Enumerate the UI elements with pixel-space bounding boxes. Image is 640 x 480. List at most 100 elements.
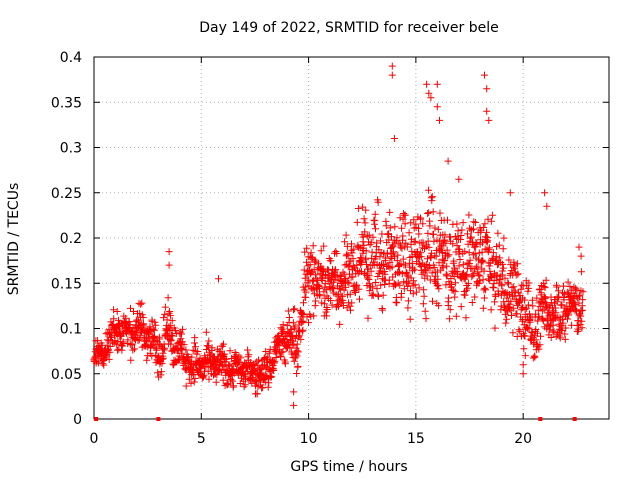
data-point bbox=[404, 273, 412, 281]
data-point bbox=[244, 346, 252, 354]
data-point bbox=[555, 287, 562, 295]
data-point bbox=[579, 288, 587, 296]
data-point bbox=[299, 326, 307, 334]
data-point bbox=[409, 290, 417, 298]
data-point bbox=[216, 347, 224, 355]
data-point bbox=[398, 270, 406, 278]
data-point bbox=[136, 331, 144, 339]
data-point bbox=[560, 282, 567, 290]
data-point bbox=[262, 348, 270, 355]
data-point bbox=[125, 318, 133, 326]
data-point bbox=[347, 306, 354, 314]
data-point bbox=[369, 283, 377, 291]
data-point bbox=[396, 281, 404, 289]
data-point bbox=[279, 348, 287, 356]
data-point bbox=[148, 352, 156, 360]
zero-point-marker bbox=[572, 417, 577, 421]
data-point bbox=[129, 346, 137, 354]
data-point bbox=[344, 263, 352, 271]
data-point bbox=[529, 302, 537, 310]
data-point bbox=[483, 228, 491, 236]
data-point bbox=[323, 306, 331, 313]
data-point bbox=[494, 229, 502, 237]
data-point bbox=[364, 314, 372, 322]
data-point bbox=[443, 272, 451, 280]
data-point bbox=[303, 258, 310, 266]
data-point bbox=[542, 276, 550, 284]
data-point bbox=[556, 322, 564, 330]
data-point bbox=[369, 233, 377, 241]
data-point bbox=[453, 220, 461, 228]
data-point bbox=[428, 193, 436, 201]
data-point bbox=[509, 304, 517, 312]
data-point bbox=[223, 355, 231, 363]
x-tick-label: 0 bbox=[90, 431, 99, 447]
data-point bbox=[307, 249, 315, 257]
data-point bbox=[553, 283, 561, 291]
data-point bbox=[577, 268, 585, 276]
data-point bbox=[106, 343, 114, 350]
data-point bbox=[473, 240, 481, 248]
data-point bbox=[374, 198, 382, 206]
data-point bbox=[525, 324, 533, 332]
data-point bbox=[306, 261, 314, 269]
data-point bbox=[464, 284, 472, 292]
data-point bbox=[431, 224, 439, 232]
data-point bbox=[327, 257, 335, 265]
data-point bbox=[486, 267, 494, 275]
data-point bbox=[335, 302, 342, 310]
data-point bbox=[113, 308, 121, 315]
data-point bbox=[220, 340, 227, 348]
data-point bbox=[325, 266, 333, 274]
data-point bbox=[460, 275, 468, 282]
data-point bbox=[322, 271, 330, 278]
data-point bbox=[491, 298, 499, 306]
data-point bbox=[367, 267, 375, 275]
data-point bbox=[411, 281, 419, 289]
data-point bbox=[265, 379, 273, 387]
data-point bbox=[480, 267, 488, 275]
data-point bbox=[143, 356, 151, 364]
data-point bbox=[366, 287, 374, 295]
data-point bbox=[157, 368, 165, 376]
data-point bbox=[180, 341, 188, 349]
data-point bbox=[531, 353, 539, 361]
data-point bbox=[513, 260, 521, 268]
data-point bbox=[267, 373, 275, 381]
data-point bbox=[398, 224, 406, 232]
data-point bbox=[343, 242, 351, 250]
data-point bbox=[373, 285, 381, 293]
data-point bbox=[564, 278, 572, 286]
data-point bbox=[496, 254, 504, 262]
data-point bbox=[425, 243, 433, 251]
data-point bbox=[505, 280, 512, 288]
data-point bbox=[426, 222, 434, 230]
data-point bbox=[342, 283, 350, 291]
data-point bbox=[487, 306, 495, 314]
data-point bbox=[454, 227, 462, 235]
data-point bbox=[424, 210, 432, 217]
data-point bbox=[149, 325, 157, 333]
data-point bbox=[489, 249, 497, 257]
data-point bbox=[538, 307, 546, 315]
data-point bbox=[528, 328, 536, 336]
data-point bbox=[354, 269, 362, 277]
data-point bbox=[353, 218, 361, 226]
data-point bbox=[294, 348, 302, 356]
data-point bbox=[399, 232, 407, 240]
data-point bbox=[265, 349, 273, 357]
data-point bbox=[365, 280, 373, 288]
data-point bbox=[535, 313, 543, 321]
y-tick-label: 0.2 bbox=[60, 231, 82, 247]
data-point bbox=[548, 299, 556, 307]
data-point bbox=[488, 211, 496, 219]
data-point bbox=[377, 281, 385, 289]
data-point bbox=[421, 307, 429, 315]
data-point bbox=[510, 258, 518, 266]
data-point bbox=[442, 239, 450, 247]
data-point bbox=[105, 355, 113, 363]
data-point bbox=[462, 271, 470, 279]
data-point bbox=[409, 264, 417, 272]
data-point bbox=[166, 321, 174, 329]
data-point bbox=[400, 210, 408, 217]
